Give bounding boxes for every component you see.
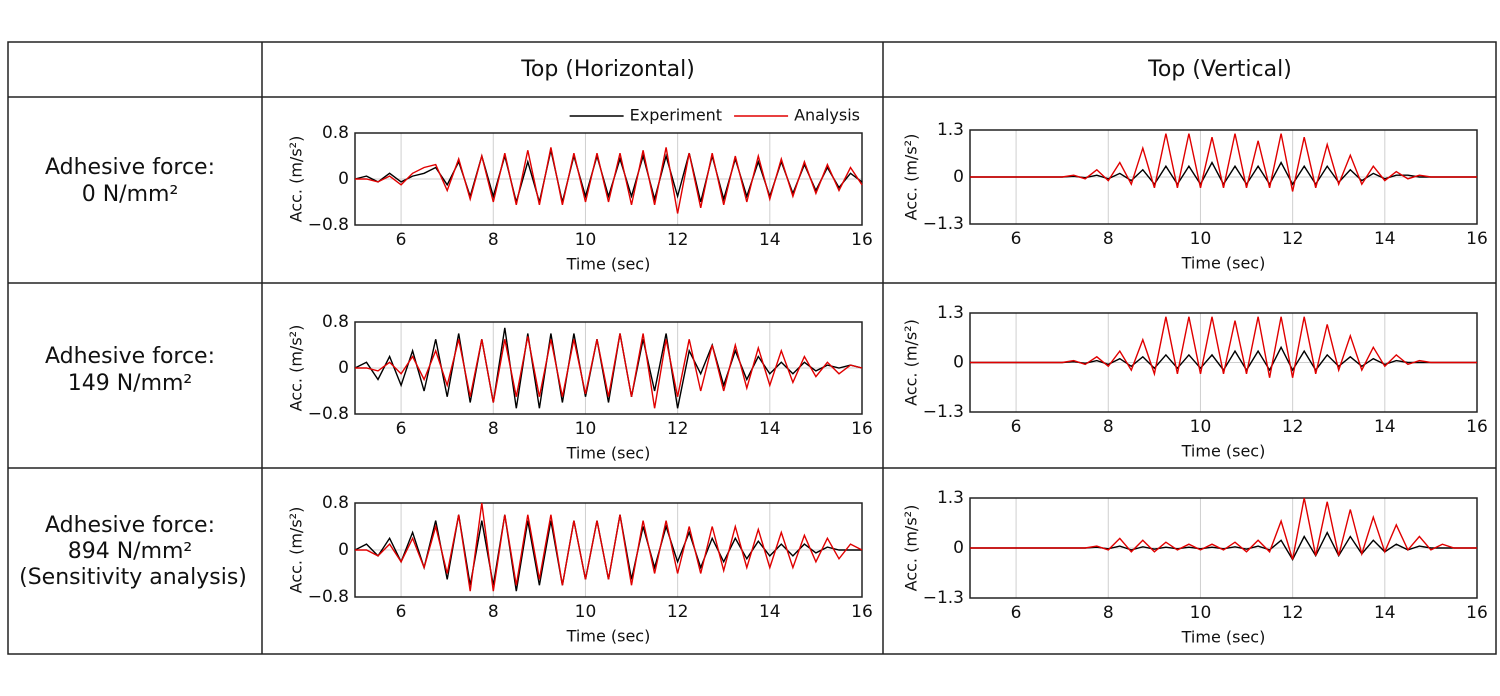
x-tick-label: 14 — [759, 602, 781, 622]
y-tick-label: 0.8 — [322, 493, 349, 513]
y-tick-label: −1.3 — [923, 214, 964, 234]
y-axis-label: Acc. (m/s²) — [902, 505, 921, 592]
x-tick-label: 8 — [1103, 229, 1114, 249]
x-tick-label: 8 — [488, 602, 499, 622]
x-tick-label: 10 — [1190, 229, 1212, 249]
row-label: 894 N/mm² — [68, 539, 193, 564]
row-label: Adhesive force: — [45, 155, 215, 180]
y-tick-label: −1.3 — [923, 402, 964, 422]
row-label: Adhesive force: — [45, 513, 215, 538]
x-tick-label: 12 — [667, 602, 689, 622]
x-axis-label: Time (sec) — [566, 444, 651, 463]
data-line — [354, 327, 863, 409]
y-tick-label: 0 — [338, 540, 349, 560]
x-tick-label: 6 — [396, 419, 407, 439]
x-tick-label: 10 — [575, 230, 597, 250]
x-tick-label: 16 — [851, 230, 873, 250]
y-axis-label: Acc. (m/s²) — [287, 507, 306, 594]
x-tick-label: 12 — [1282, 603, 1304, 623]
y-axis-label: Acc. (m/s²) — [902, 319, 921, 406]
x-tick-label: 6 — [396, 230, 407, 250]
x-tick-label: 10 — [1190, 603, 1212, 623]
data-line — [970, 161, 1477, 186]
x-axis-label: Time (sec) — [566, 627, 651, 646]
y-tick-label: −0.8 — [308, 215, 349, 235]
table-border — [7, 41, 1497, 655]
x-tick-label: 12 — [1282, 229, 1304, 249]
y-tick-label: 0 — [338, 358, 349, 378]
x-tick-label: 6 — [396, 602, 407, 622]
y-tick-label: 0.8 — [322, 312, 349, 332]
x-tick-label: 6 — [1011, 417, 1022, 437]
y-tick-label: 0 — [953, 167, 964, 187]
y-tick-label: 1.3 — [937, 303, 964, 323]
x-axis-label: Time (sec) — [1181, 254, 1266, 273]
y-tick-label: 0 — [953, 353, 964, 373]
x-tick-label: 10 — [575, 419, 597, 439]
legend-label: Analysis — [794, 106, 860, 125]
row-label: 0 N/mm² — [82, 182, 179, 207]
data-line — [970, 531, 1477, 561]
x-tick-label: 12 — [667, 230, 689, 250]
row-label: (Sensitivity analysis) — [19, 565, 247, 590]
x-tick-label: 16 — [1466, 417, 1488, 437]
data-line — [354, 514, 862, 592]
x-tick-label: 8 — [488, 230, 499, 250]
data-line — [355, 147, 863, 214]
y-tick-label: 0 — [338, 169, 349, 189]
x-tick-label: 14 — [759, 419, 781, 439]
data-line — [970, 316, 1477, 378]
x-tick-label: 10 — [1190, 417, 1212, 437]
x-tick-label: 12 — [667, 419, 689, 439]
data-line — [355, 502, 863, 592]
column-header: Top (Horizontal) — [520, 57, 695, 82]
x-tick-label: 12 — [1282, 417, 1304, 437]
data-line — [970, 497, 1477, 560]
y-tick-label: 1.3 — [937, 488, 964, 508]
legend-label: Experiment — [630, 106, 722, 125]
x-axis-label: Time (sec) — [1181, 628, 1266, 647]
x-tick-label: 16 — [851, 602, 873, 622]
column-header: Top (Vertical) — [1147, 57, 1292, 82]
x-tick-label: 14 — [759, 230, 781, 250]
x-axis-label: Time (sec) — [566, 255, 651, 274]
y-tick-label: 0 — [953, 538, 964, 558]
y-tick-label: 0.8 — [322, 123, 349, 143]
data-line — [355, 333, 863, 409]
x-tick-label: 8 — [1103, 603, 1114, 623]
y-tick-label: 1.3 — [937, 120, 964, 140]
x-tick-label: 16 — [1466, 229, 1488, 249]
y-tick-label: −0.8 — [308, 404, 349, 424]
x-tick-label: 14 — [1374, 417, 1396, 437]
data-line — [970, 133, 1477, 192]
y-tick-label: −1.3 — [923, 588, 964, 608]
x-tick-label: 10 — [575, 602, 597, 622]
x-axis-label: Time (sec) — [1181, 442, 1266, 461]
x-tick-label: 14 — [1374, 229, 1396, 249]
row-label: Adhesive force: — [45, 344, 215, 369]
x-tick-label: 14 — [1374, 603, 1396, 623]
y-tick-label: −0.8 — [308, 587, 349, 607]
x-tick-label: 6 — [1011, 603, 1022, 623]
y-axis-label: Acc. (m/s²) — [902, 134, 921, 221]
table-grid — [7, 41, 1497, 655]
x-tick-label: 16 — [1466, 603, 1488, 623]
x-tick-label: 8 — [488, 419, 499, 439]
x-tick-label: 6 — [1011, 229, 1022, 249]
x-tick-label: 16 — [851, 419, 873, 439]
y-axis-label: Acc. (m/s²) — [287, 325, 306, 412]
x-tick-label: 8 — [1103, 417, 1114, 437]
row-label: 149 N/mm² — [68, 371, 193, 396]
y-axis-label: Acc. (m/s²) — [287, 136, 306, 223]
